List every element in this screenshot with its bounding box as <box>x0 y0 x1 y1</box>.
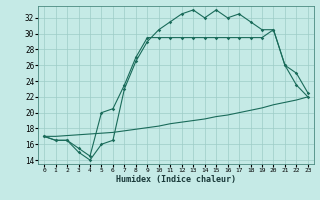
X-axis label: Humidex (Indice chaleur): Humidex (Indice chaleur) <box>116 175 236 184</box>
